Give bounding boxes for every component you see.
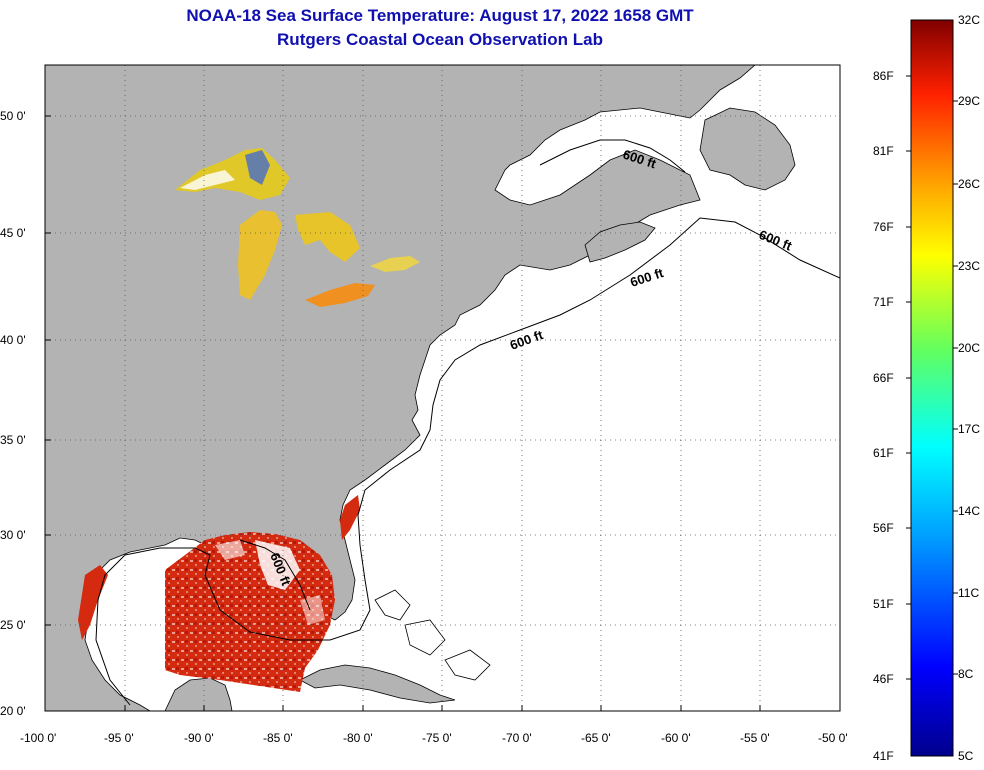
cb-f-71: 71F xyxy=(873,295,894,309)
colorbar-ticks xyxy=(906,75,958,680)
cuba xyxy=(299,664,456,704)
isobath-600ft xyxy=(95,217,840,706)
gulf-cloud-3 xyxy=(300,595,325,625)
cb-c-5: 5C xyxy=(958,749,974,763)
cb-f-86: 86F xyxy=(873,69,894,83)
newfoundland xyxy=(699,107,796,191)
colorbar xyxy=(910,19,954,757)
cb-c-26: 26C xyxy=(958,177,980,191)
lake-huron xyxy=(295,212,360,262)
lon-label-95: -95 0' xyxy=(104,731,134,745)
land xyxy=(45,65,756,711)
cb-c-17: 17C xyxy=(958,422,980,436)
map-subtitle: Rutgers Coastal Ocean Observation Lab xyxy=(277,30,603,49)
lon-label-60: -60 0' xyxy=(661,731,691,745)
cb-c-14: 14C xyxy=(958,504,980,518)
yucatan xyxy=(164,677,233,711)
lat-label-45: 45 0' xyxy=(0,226,26,240)
cb-f-81: 81F xyxy=(873,144,894,158)
lake-superior-cold xyxy=(245,150,270,185)
lat-label-35: 35 0' xyxy=(0,433,26,447)
lat-label-50: 50 0' xyxy=(0,109,26,123)
lat-label-25: 25 0' xyxy=(0,618,26,632)
cb-f-46: 46F xyxy=(873,672,894,686)
lon-label-75: -75 0' xyxy=(422,731,452,745)
cb-c-23: 23C xyxy=(958,259,980,273)
cb-f-66: 66F xyxy=(873,371,894,385)
cb-f-61: 61F xyxy=(873,446,894,460)
isobath-600ft-gulf-shelf xyxy=(239,539,311,611)
lake-erie xyxy=(305,283,375,307)
bahamas xyxy=(374,589,491,681)
gulf-cloud-2 xyxy=(215,540,245,560)
cb-f-76: 76F xyxy=(873,220,894,234)
nova-scotia xyxy=(584,221,656,263)
cb-f-56: 56F xyxy=(873,521,894,535)
lon-label-65: -65 0' xyxy=(581,731,611,745)
cb-c-8: 8C xyxy=(958,667,974,681)
gulf-cloud-1 xyxy=(255,540,300,590)
lon-label-100: -100 0' xyxy=(20,731,56,745)
isobath-600ft-gulf-stlawrence xyxy=(539,139,686,173)
lon-label-80: -80 0' xyxy=(343,731,373,745)
lon-label-90: -90 0' xyxy=(184,731,214,745)
cb-c-32: 32C xyxy=(958,13,980,27)
cb-c-29: 29C xyxy=(958,94,980,108)
lon-label-70: -70 0' xyxy=(502,731,532,745)
lat-label-40: 40 0' xyxy=(0,333,26,347)
atlantic-coast-sst xyxy=(340,495,360,540)
lake-ontario xyxy=(370,256,420,272)
cb-c-20: 20C xyxy=(958,341,980,355)
cb-f-41: 41F xyxy=(873,749,894,763)
lat-label-20: 20 0' xyxy=(0,704,26,718)
lake-michigan xyxy=(238,210,282,300)
lon-label-85: -85 0' xyxy=(263,731,293,745)
lon-label-55: -55 0' xyxy=(740,731,770,745)
texas-coast-sst xyxy=(78,565,108,640)
lat-label-30: 30 0' xyxy=(0,528,26,542)
cb-f-51: 51F xyxy=(873,597,894,611)
cb-c-11: 11C xyxy=(958,586,979,600)
map-title: NOAA-18 Sea Surface Temperature: August … xyxy=(186,6,694,25)
lake-superior-cold2 xyxy=(180,170,235,190)
lon-label-50: -50 0' xyxy=(818,731,848,745)
frame-ticks xyxy=(45,115,761,711)
